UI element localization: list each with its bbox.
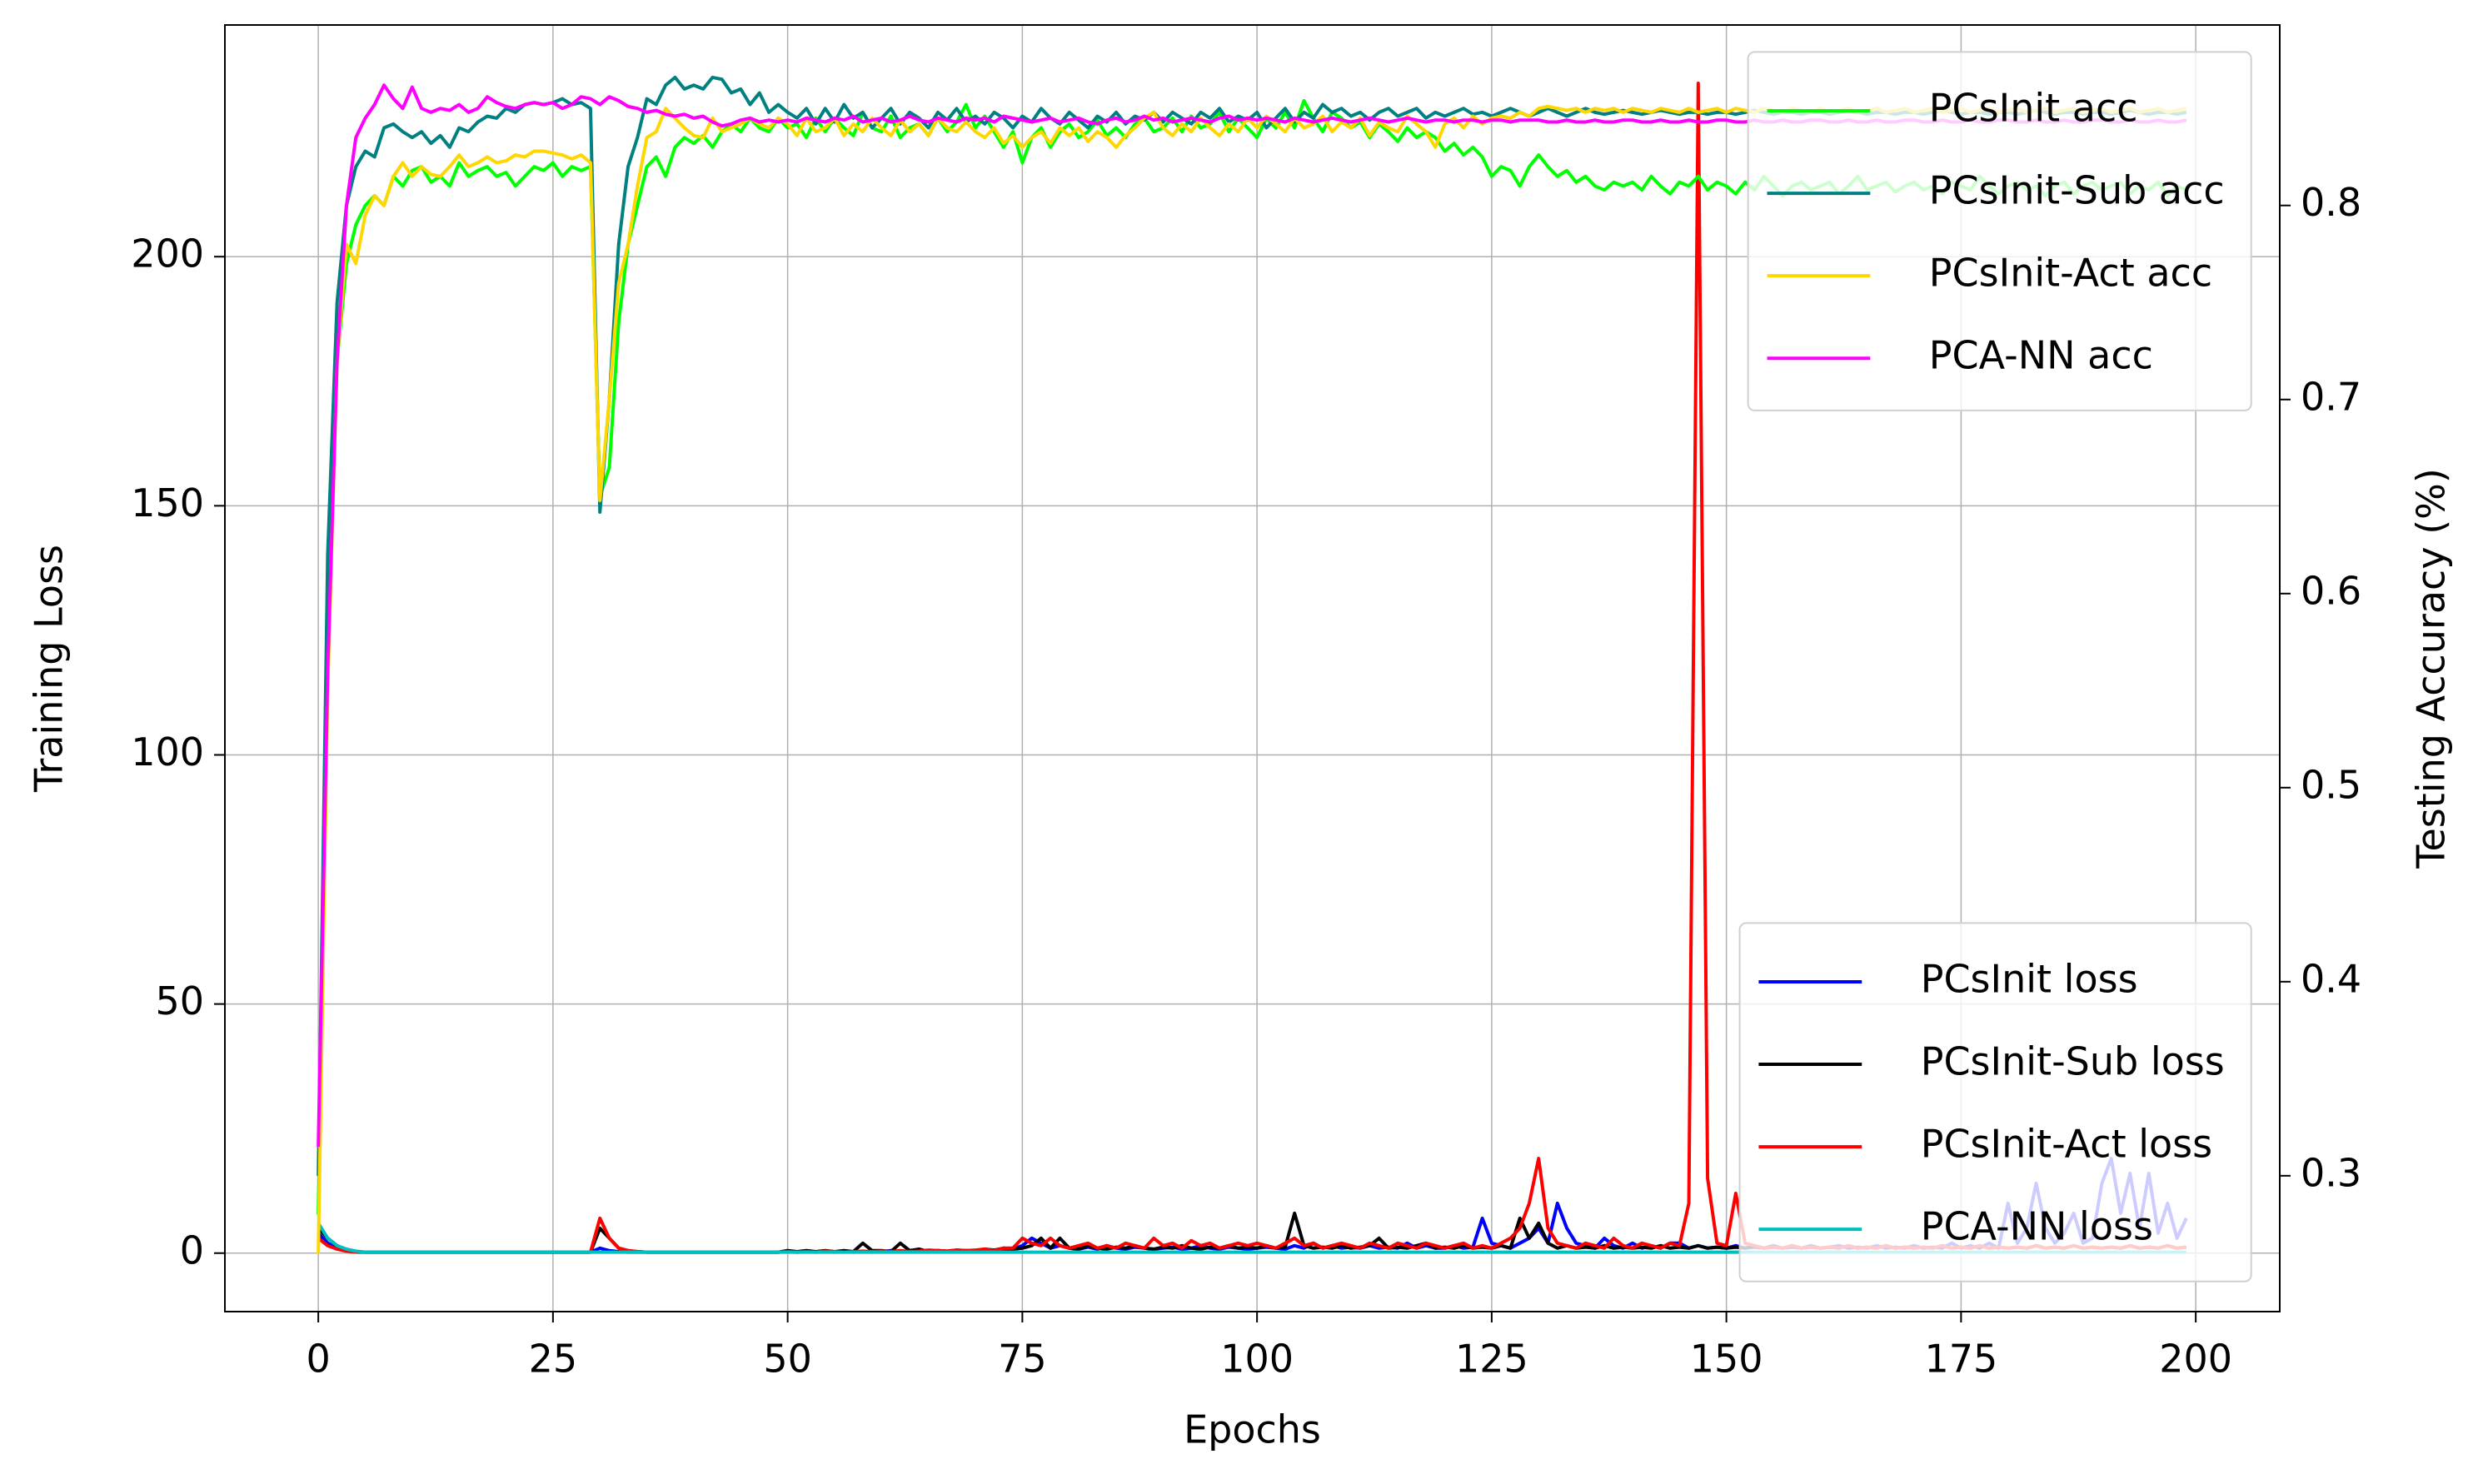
y2-tick-label: 0.8 (2301, 180, 2361, 225)
legend-label: PCsInit-Act acc (1929, 251, 2212, 296)
x-tick-label: 175 (1924, 1337, 1997, 1382)
x-tick-label: 25 (529, 1337, 578, 1382)
y2-axis-label: Testing Accuracy (%) (2409, 468, 2454, 869)
y2-tick-label: 0.6 (2301, 568, 2361, 613)
x-tick-label: 0 (306, 1337, 330, 1382)
legend-label: PCsInit-Sub acc (1929, 168, 2225, 213)
legend-box (1747, 51, 2252, 411)
y2-tick-label: 0.3 (2301, 1150, 2361, 1195)
y2-tick-label: 0.4 (2301, 956, 2361, 1001)
y2-tick-label: 0.7 (2301, 374, 2361, 419)
y-tick-label: 50 (155, 979, 204, 1023)
legend-label: PCsInit-Sub loss (1921, 1039, 2225, 1084)
legend-label: PCA-NN loss (1921, 1204, 2153, 1249)
legend-label: PCsInit loss (1921, 956, 2138, 1001)
legend-box (1738, 922, 2252, 1282)
x-tick-label: 100 (1220, 1337, 1294, 1382)
x-tick-label: 50 (763, 1337, 812, 1382)
x-tick-label: 75 (998, 1337, 1047, 1382)
x-tick-label: 125 (1455, 1337, 1528, 1382)
legend-label: PCA-NN acc (1929, 333, 2153, 378)
y2-tick-label: 0.5 (2301, 762, 2361, 807)
x-tick-label: 150 (1690, 1337, 1763, 1382)
legend: PCsInit acc PCsInit-Sub acc PCsInit-Act ac… (1747, 51, 2252, 411)
y-tick-label: 100 (131, 730, 204, 774)
x-tick-label: 200 (2159, 1337, 2232, 1382)
y-tick-label: 150 (131, 481, 204, 525)
y-tick-label: 200 (131, 232, 204, 276)
x-axis-label: Epochs (1184, 1407, 1321, 1452)
plot-frame (224, 24, 2281, 1312)
legend: PCsInit loss PCsInit-Sub loss PCsInit-Act … (1738, 922, 2252, 1282)
y-tick-label: 0 (180, 1228, 204, 1272)
legend-label: PCsInit-Act loss (1921, 1122, 2212, 1167)
legend-label: PCsInit acc (1929, 86, 2138, 131)
y-axis-label: Training Loss (27, 545, 72, 793)
